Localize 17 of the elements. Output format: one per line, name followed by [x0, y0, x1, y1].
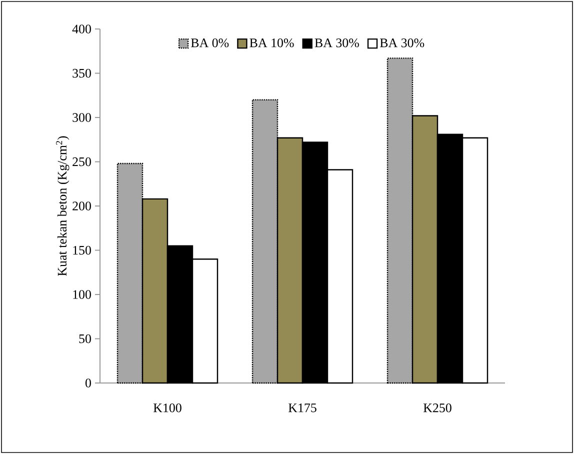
legend-label: BA 0% — [190, 38, 229, 48]
x-tick-label: K100 — [153, 404, 182, 412]
y-tick-label: 0 — [86, 378, 91, 388]
legend-label: BA 30% — [314, 38, 359, 48]
y-tick-label: 400 — [72, 24, 91, 34]
y-tick-label: 350 — [72, 68, 91, 78]
y-tick-label: 200 — [72, 202, 91, 210]
y-tick-label: 250 — [72, 157, 91, 166]
legend-label: BA 30% — [380, 38, 424, 48]
y-axis-title: Kuat tekan beton (Kg/cm$^{2}$) — [56, 136, 70, 276]
y-tick-label: 150 — [73, 246, 91, 255]
y-tick-label: 50 — [79, 334, 91, 344]
y-tick-label: 100 — [73, 290, 91, 299]
legend-label: BA 10% — [250, 38, 294, 48]
x-tick-label: K175 — [288, 404, 316, 412]
y-tick-label: 300 — [72, 113, 91, 122]
x-tick-label: K250 — [423, 404, 452, 412]
